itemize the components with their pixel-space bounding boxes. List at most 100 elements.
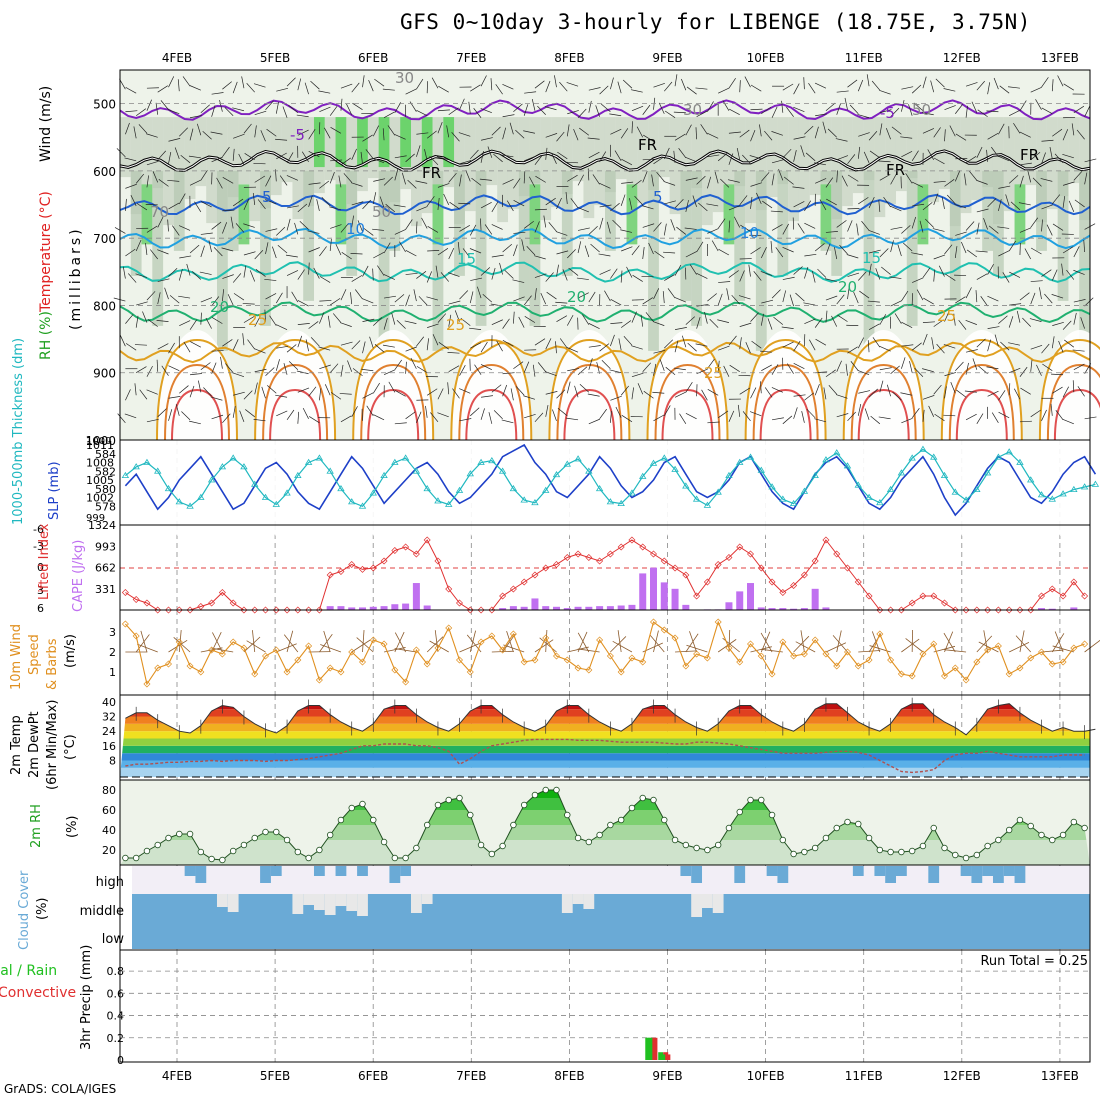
wind-barb (653, 222, 662, 232)
cape-bar (811, 588, 819, 610)
wind-barb (805, 152, 816, 162)
wind-barb (663, 147, 670, 159)
wind-barb (426, 388, 438, 396)
rh2m-marker (865, 834, 873, 842)
wind-barb (534, 273, 547, 278)
wind-barb (269, 315, 277, 326)
wind-barb (319, 246, 327, 257)
wind-barb (610, 334, 615, 347)
rh-cell (260, 117, 271, 209)
wind-barb (146, 99, 152, 111)
wind-barb (133, 126, 137, 139)
wind-barb (997, 155, 1010, 162)
ylabel-part: RH (%) (38, 311, 54, 360)
wind-barb (975, 290, 978, 303)
li-marker (1070, 578, 1078, 586)
wind-barb (596, 361, 600, 374)
wind-barb (804, 200, 812, 212)
rh-cell (637, 117, 649, 204)
rh2m-tick: 80 (102, 784, 116, 797)
wind-barb (372, 268, 374, 281)
wind-barb (180, 154, 191, 164)
rh2m-marker (714, 841, 722, 849)
wind-barb (435, 265, 439, 278)
wind-barb (750, 84, 762, 92)
wind10-marker (1070, 644, 1078, 652)
wind-barb (673, 150, 676, 163)
wind-barb (426, 338, 429, 351)
wind10-barb (1015, 635, 1032, 653)
wind-barb (545, 147, 548, 160)
wind-barb (748, 264, 751, 277)
wind-barb (901, 290, 909, 302)
wind-barb (700, 124, 708, 135)
thickness-marker (294, 471, 302, 479)
wind-barb (728, 270, 739, 278)
thickness-marker (542, 486, 550, 493)
wind-barb (556, 315, 568, 322)
footer-credit: GrADS: COLA/IGES (4, 1082, 117, 1096)
wind10-ylabel: 10m Wind (9, 624, 24, 690)
wind-barb (537, 105, 546, 115)
rh2m-marker (1005, 826, 1013, 834)
rh-cell (648, 117, 659, 191)
wind-barb (265, 242, 269, 255)
wind10-barb (685, 633, 699, 653)
cape-bar (574, 606, 582, 610)
wind-barb (242, 303, 255, 305)
cape-bar (380, 606, 388, 610)
thickness-marker (229, 454, 237, 461)
rh-cell (917, 117, 929, 216)
wind-barb (1000, 341, 1010, 351)
li-tick: 3 (37, 584, 44, 597)
rh2m-marker (176, 830, 183, 838)
wind-barb (610, 77, 614, 90)
cloud-high-bar (691, 866, 703, 883)
wind-barb (437, 156, 449, 161)
contour-label: FR (886, 161, 905, 179)
rh2m-marker (617, 816, 625, 824)
slp-label: SLP (mb) (47, 461, 62, 520)
wind-barb (905, 173, 913, 184)
cape-bar (779, 608, 787, 610)
wind-barb (733, 216, 741, 228)
wind-barb (977, 109, 988, 118)
thickness-marker (272, 500, 280, 507)
wind10-barb (362, 630, 365, 653)
wind-barb (835, 394, 848, 399)
wind-barb (272, 246, 277, 259)
cloud-mid-gap (324, 894, 336, 915)
wind-barb (728, 335, 737, 346)
wind-barb (462, 248, 471, 259)
chart-title: GFS 0~10day 3-hourly for LIBENGE (18.75E… (400, 10, 1031, 34)
wind10-marker (930, 640, 938, 648)
cape-bar (660, 582, 668, 610)
wind10-barb (905, 638, 924, 653)
wind-barb (566, 82, 579, 87)
cloud-mid-gap (357, 894, 368, 916)
wind10-barb (800, 630, 805, 653)
wind-barb (976, 273, 988, 280)
wind-barb (620, 320, 632, 328)
rh2m-marker (326, 831, 334, 839)
wind-barb (1041, 269, 1052, 277)
rh-cell (173, 117, 185, 213)
wind-barb (168, 138, 181, 142)
wind-barb (604, 290, 611, 302)
wind-barb (1062, 153, 1074, 159)
wind-barb (431, 77, 439, 89)
cape-bar (563, 608, 571, 610)
wind10-barb (836, 630, 842, 653)
wind-barb (822, 121, 827, 134)
wind10-barb (276, 643, 297, 653)
wind-barb (233, 293, 245, 301)
wind-barb (368, 79, 374, 92)
wind-barb (570, 198, 579, 209)
rh-cell (281, 117, 293, 183)
li-marker (703, 578, 711, 586)
wind10-barb (943, 632, 956, 653)
precip-total-label: Total / Rain (0, 963, 57, 979)
wind-barb (944, 386, 947, 399)
wind-barb (728, 131, 741, 134)
wind-barb (469, 327, 482, 330)
